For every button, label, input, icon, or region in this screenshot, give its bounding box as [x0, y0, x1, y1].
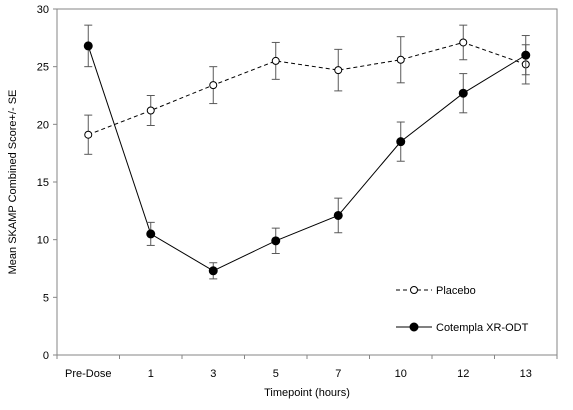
x-axis-title: Timepoint (hours): [264, 387, 350, 399]
data-point: [209, 81, 218, 90]
data-point: [146, 106, 155, 115]
x-axis: Pre-Dose 1 3 5 7 10 12 13: [56, 355, 558, 380]
legend-label: Placebo: [436, 285, 476, 297]
data-point: [334, 66, 343, 75]
x-tick-label: Pre-Dose: [65, 368, 111, 380]
x-tick-label: 13: [520, 368, 532, 380]
data-point: [271, 56, 280, 65]
x-tick-label: 7: [335, 368, 341, 380]
data-point: [84, 130, 93, 139]
y-tick-label: 0: [43, 350, 49, 362]
data-point: [396, 137, 406, 147]
plot-border: [56, 8, 558, 356]
data-point: [271, 236, 281, 246]
x-tick-label: 3: [210, 368, 216, 380]
x-tick-label: 10: [395, 368, 407, 380]
data-point: [396, 55, 405, 64]
legend: Placebo Cotempla XR-ODT: [396, 285, 529, 334]
plot-area: [56, 8, 558, 356]
legend-item: Cotempla XR-ODT: [396, 322, 529, 334]
y-tick-label: 25: [37, 62, 49, 74]
data-point: [146, 229, 156, 239]
data-point: [458, 88, 468, 98]
data-point: [83, 41, 93, 51]
y-tick-label: 20: [37, 119, 49, 131]
legend-marker: [409, 322, 419, 332]
x-tick-label: 5: [273, 368, 279, 380]
y-tick-label: 15: [37, 177, 49, 189]
legend-item: Placebo: [396, 285, 476, 297]
x-tick-label: 1: [148, 368, 154, 380]
data-point: [333, 210, 343, 220]
legend-marker: [410, 286, 418, 294]
y-tick-label: 10: [37, 235, 49, 247]
series-line: [88, 41, 526, 136]
series-line: [87, 45, 527, 272]
data-point: [459, 38, 468, 47]
y-tick-label: 5: [43, 292, 49, 304]
legend-label: Cotempla XR-ODT: [436, 322, 529, 334]
series-layer: [83, 24, 531, 280]
y-axis: 0 5 10 15 20 25 30: [37, 4, 57, 362]
y-axis-title: Mean SKAMP Combined Score+/- SE: [7, 90, 19, 275]
y-tick-label: 30: [37, 4, 49, 16]
data-point: [208, 266, 218, 276]
series-cotempla: [83, 24, 531, 280]
data-point: [521, 50, 531, 60]
x-tick-label: 12: [457, 368, 469, 380]
